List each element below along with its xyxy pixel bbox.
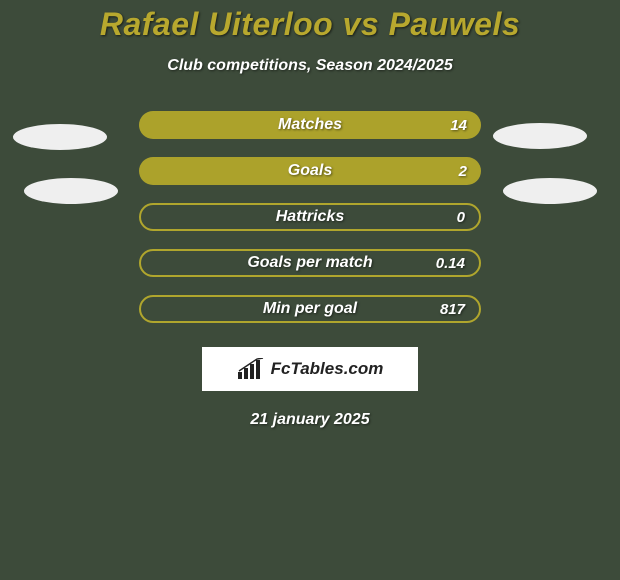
date-text: 21 january 2025 [0,411,620,429]
stat-label: Goals [288,162,332,180]
page-subtitle: Club competitions, Season 2024/2025 [0,57,620,75]
fctables-logo-icon [237,358,267,380]
stat-label: Matches [278,116,342,134]
stat-row: Min per goal 817 [139,295,481,323]
stat-value: 2 [459,163,467,180]
page-title: Rafael Uiterloo vs Pauwels [0,6,620,43]
stat-row: Goals 2 [139,157,481,185]
stat-label: Hattricks [276,208,344,226]
stat-value: 0 [457,209,465,226]
branding-box: FcTables.com [202,347,418,391]
stat-value: 0.14 [436,255,465,272]
stat-row: Goals per match 0.14 [139,249,481,277]
content-container: Rafael Uiterloo vs Pauwels Club competit… [0,0,620,429]
stat-row: Matches 14 [139,111,481,139]
stats-list: Matches 14 Goals 2 Hattricks 0 Goals per match… [0,111,620,323]
branding-text: FcTables.com [271,359,384,379]
stat-value: 817 [440,301,465,318]
stat-row: Hattricks 0 [139,203,481,231]
stat-value: 14 [450,117,467,134]
stat-label: Min per goal [263,300,357,318]
stat-label: Goals per match [247,254,372,272]
